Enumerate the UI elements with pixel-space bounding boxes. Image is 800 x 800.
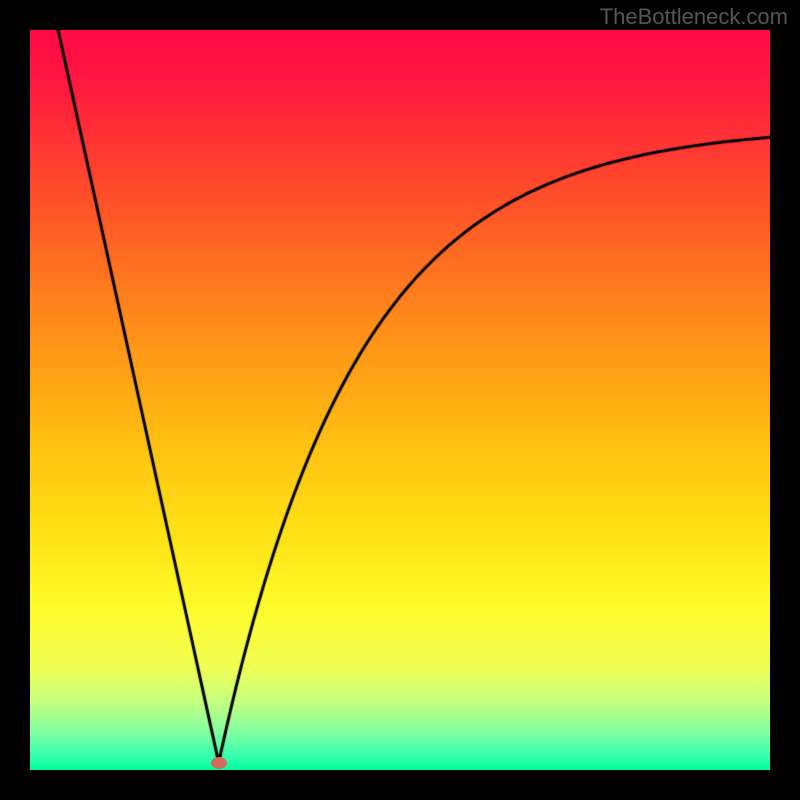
bottleneck-chart [30,30,770,770]
chart-root: TheBottleneck.com [0,0,800,800]
watermark-text: TheBottleneck.com [600,4,788,30]
minimum-marker [211,757,227,769]
